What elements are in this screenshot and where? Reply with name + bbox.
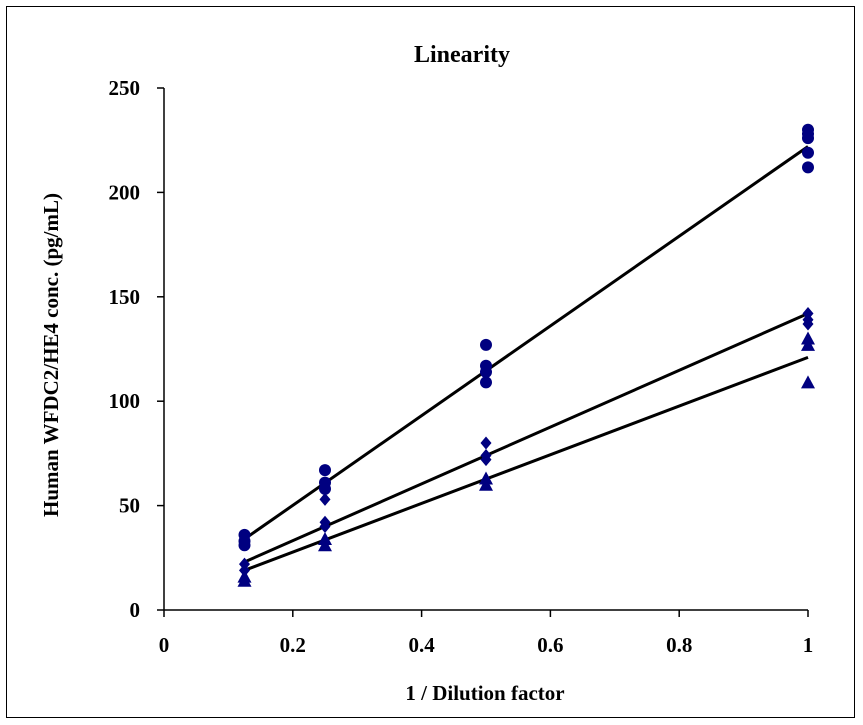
x-tick-label: 0.8 (666, 633, 692, 657)
x-tick-label: 0 (159, 633, 170, 657)
triangle-marker (237, 573, 252, 587)
triangle-marker (801, 375, 815, 389)
y-tick-label: 250 (109, 76, 141, 100)
triangle-marker (318, 538, 332, 552)
fit-line (243, 145, 809, 541)
circle-marker (319, 482, 331, 495)
diamond-marker (480, 453, 492, 467)
y-tick-label: 150 (109, 285, 141, 309)
x-tick-label: 0.6 (537, 633, 563, 657)
circle-marker (238, 539, 251, 552)
triangle-marker (479, 477, 493, 491)
circle-marker (319, 464, 331, 477)
chart-title: Linearity (414, 42, 510, 68)
diamond-marker (480, 436, 492, 450)
chart-frame (6, 6, 855, 718)
x-tick-label: 0.4 (408, 633, 435, 657)
circle-marker (802, 161, 814, 174)
x-tick-label: 0.2 (280, 633, 306, 657)
circle-marker (480, 338, 492, 351)
y-tick-label: 50 (119, 494, 140, 518)
triangle-marker (801, 337, 815, 351)
y-tick-label: 200 (109, 180, 141, 204)
circle-marker (480, 376, 492, 389)
y-axis-title: Human WFDC2/HE4 conc. (pg/mL) (39, 193, 63, 517)
x-axis-title: 1 / Dilution factor (405, 681, 564, 705)
fit-line (243, 312, 809, 564)
y-tick-label: 100 (109, 389, 141, 413)
circle-marker (802, 132, 814, 145)
x-tick-label: 1 (803, 633, 814, 657)
diamond-marker (319, 492, 331, 506)
diamond-marker (319, 519, 331, 533)
circle-marker (802, 146, 814, 159)
y-tick-label: 0 (130, 598, 141, 622)
fit-line (243, 355, 809, 572)
diamond-marker (802, 317, 814, 331)
circle-marker (480, 365, 492, 378)
